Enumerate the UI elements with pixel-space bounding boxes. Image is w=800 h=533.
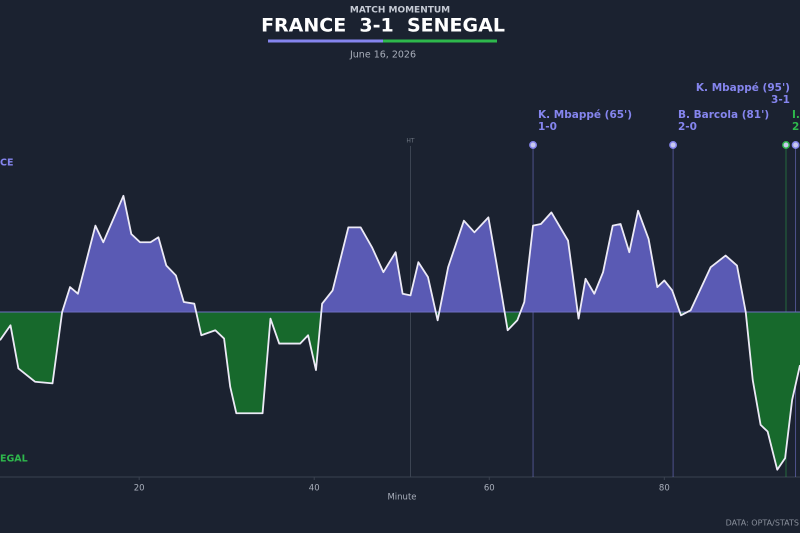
goal-score: 2-0 [678,121,697,133]
goal-marker [782,141,790,149]
subtitle: June 16, 2026 [349,50,416,61]
x-tick-label: 20 [134,484,145,494]
source: DATA: OPTA/STATS [726,519,799,528]
half-time-label: HT [406,138,415,145]
goal-score: 1-0 [538,121,557,133]
goal-label: K. Mbappé (65') [538,109,632,121]
x-tick-label: 60 [484,484,495,494]
goal-label: K. Mbappé (95') [696,82,790,94]
x-tick-label: 80 [659,484,670,494]
goal-marker [529,141,537,149]
goal-score: 2 [792,121,799,133]
home-label: CE [0,158,13,169]
home-area [0,195,800,312]
goal-marker [791,141,800,149]
goal-label: B. Barcola (81') [678,109,769,121]
supertitle: MATCH MOMENTUM [350,6,450,16]
goal-marker [669,141,678,149]
momentum-line [0,194,800,471]
away-label: EGAL [0,454,28,465]
goal-score: 3-1 [771,94,790,106]
title: FRANCE 3-1 SENEGAL [261,15,505,37]
x-axis-label: Minute [387,493,416,503]
goal-label: I. [792,109,800,121]
x-tick-label: 40 [309,484,320,494]
